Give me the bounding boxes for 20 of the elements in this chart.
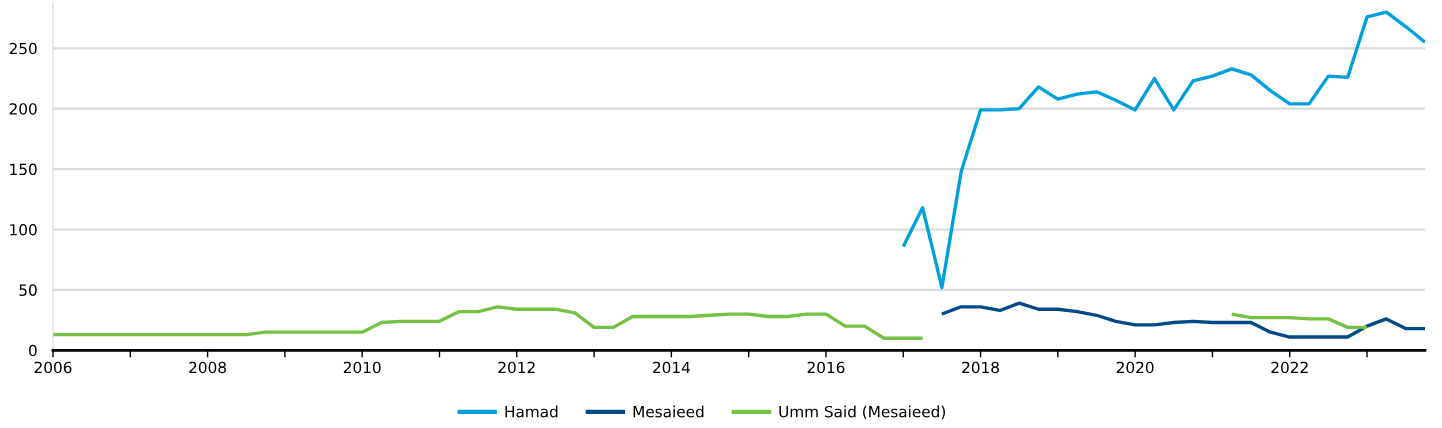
x-tick-label: 2008 (189, 361, 226, 374)
line-series (940, 301, 1425, 339)
x-tick-label: 2012 (498, 361, 535, 374)
y-tick-label: 0 (29, 344, 37, 357)
y-tick-label: 250 (9, 42, 37, 55)
x-tick-label: 2014 (653, 361, 690, 374)
x-tick-label: 2016 (807, 361, 845, 374)
legend-label: Mesaieed (633, 405, 704, 418)
legend-label: Hamad (505, 405, 558, 418)
x-tick-label: 2010 (343, 361, 381, 374)
x-tick-label: 2018 (962, 361, 999, 374)
line-series (901, 10, 1425, 290)
x-tick-label: 2022 (1271, 361, 1308, 374)
x-tick-label: 2020 (1116, 361, 1154, 374)
y-tick-label: 50 (19, 284, 37, 296)
y-tick-label: 100 (10, 223, 37, 236)
y-tick-label: 150 (10, 163, 37, 176)
legend-label: Umm Said (Mesaieed) (779, 405, 946, 420)
y-tick-label: 200 (9, 103, 37, 115)
x-tick-label: 2006 (34, 361, 72, 374)
